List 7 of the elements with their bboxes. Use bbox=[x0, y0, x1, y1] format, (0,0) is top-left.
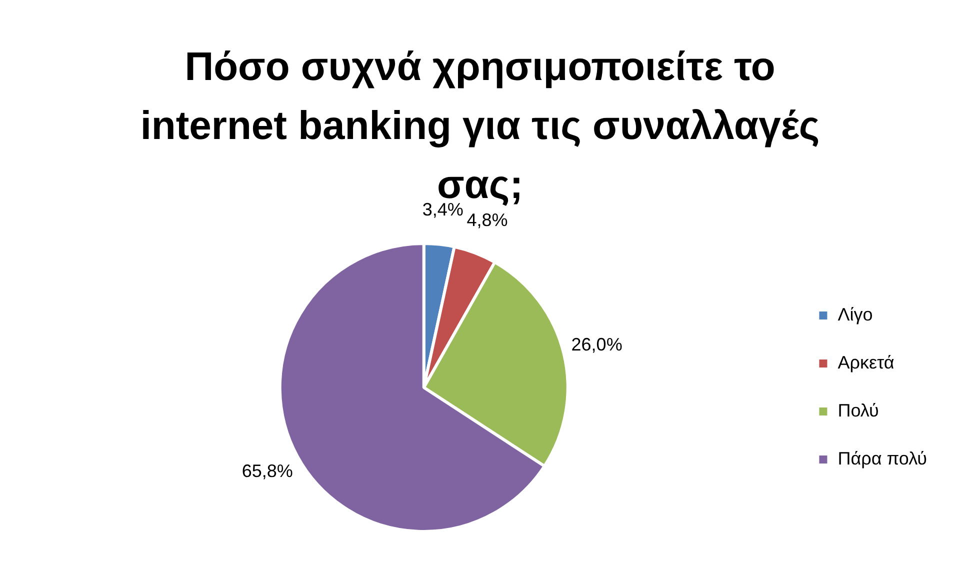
data-label: 65,8% bbox=[242, 461, 293, 482]
legend-label: Λίγο bbox=[838, 304, 873, 324]
legend-label: Πάρα πολύ bbox=[838, 448, 927, 468]
data-label: 26,0% bbox=[571, 334, 622, 354]
legend-label: Αρκετά bbox=[838, 352, 894, 372]
legend-label: Πολύ bbox=[838, 400, 879, 420]
data-label: 4,8% bbox=[466, 210, 508, 230]
